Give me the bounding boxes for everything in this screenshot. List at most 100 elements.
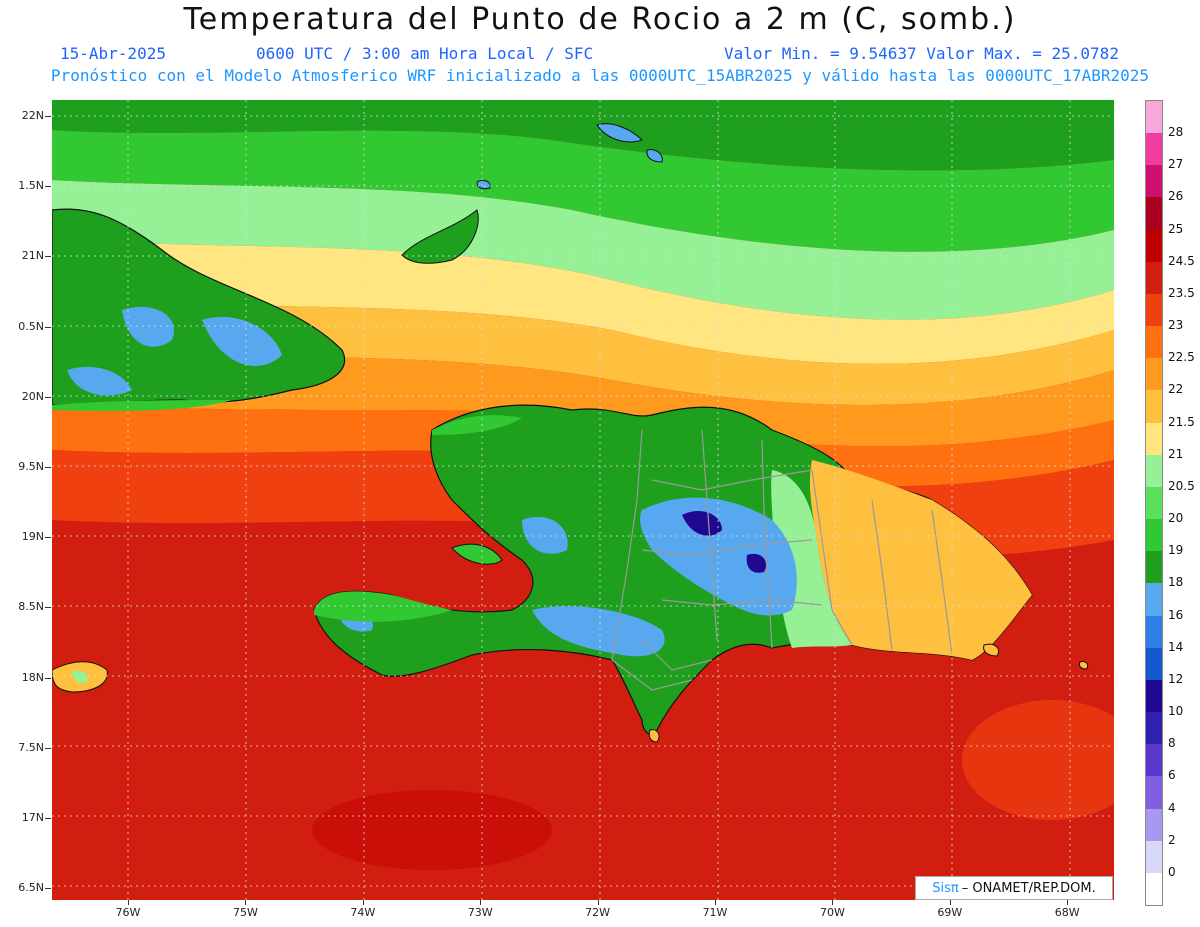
lat-label: 18N: [21, 670, 44, 684]
legend-label: 26: [1168, 189, 1184, 204]
legend-swatch: [1146, 486, 1162, 520]
model-description: Pronóstico con el Modelo Atmosferico WRF…: [50, 66, 1150, 85]
caicos-islands: [596, 123, 643, 143]
cuba-blue-1: [122, 306, 174, 347]
lon-label: 71W: [702, 906, 728, 919]
lon-label: 74W: [350, 906, 376, 919]
legend-label: 22: [1168, 382, 1184, 397]
saona-island: [983, 643, 999, 657]
legend-label: 14: [1168, 639, 1184, 654]
legend-label: 16: [1168, 607, 1184, 622]
lat-tick: [45, 186, 51, 188]
lat-label: 22N: [21, 109, 44, 122]
legend-swatch: [1146, 422, 1162, 456]
haiti-south-blue: [532, 606, 665, 657]
legend-swatch: [1146, 261, 1162, 295]
credit-text: – ONAMET/REP.DOM.: [961, 880, 1096, 896]
mona-island: [1078, 661, 1089, 670]
lat-tick: [45, 467, 51, 468]
legend-swatch: [1146, 519, 1162, 552]
legend-swatch: [1146, 326, 1162, 359]
legend-label: 6: [1168, 768, 1176, 783]
lon-tick: [949, 900, 951, 905]
dr-east-orange: [809, 460, 1032, 660]
lon-label: 76W: [115, 906, 141, 919]
legend-label: 21.5: [1168, 414, 1195, 429]
legend-label: 24.5: [1168, 253, 1195, 268]
legend-swatch: [1146, 712, 1162, 745]
lon-label: 75W: [232, 906, 258, 919]
inagua-island: [401, 209, 479, 264]
legend-label: 19: [1168, 543, 1184, 558]
lon-tick: [832, 900, 834, 905]
band-light-green: [52, 180, 1114, 320]
sea-orange-patch-east: [962, 700, 1114, 820]
lon-tick: [362, 900, 364, 905]
legend-label: 22.5: [1168, 350, 1195, 365]
lat-tick: [45, 256, 51, 258]
legend-swatch: [1146, 197, 1162, 231]
legend-swatch: [1146, 776, 1162, 810]
legend-label: 25: [1168, 221, 1184, 236]
province-borders: [611, 429, 953, 691]
lat-tick: [45, 537, 51, 539]
cuba-blue-3: [67, 366, 132, 396]
beata-island: [648, 729, 660, 743]
legend-swatch: [1146, 744, 1162, 777]
legend-swatch: [1146, 229, 1162, 263]
legend-label: 18: [1168, 575, 1184, 590]
legend-swatch: [1146, 454, 1162, 488]
sea-dark-patch: [312, 790, 552, 870]
legend-swatch: [1146, 647, 1162, 681]
cuba-blue-2: [202, 316, 282, 366]
legend-label: 10: [1168, 704, 1184, 719]
color-legend: [1145, 100, 1163, 906]
lat-label: 1.5N: [18, 179, 44, 193]
legend-label: 23: [1168, 318, 1184, 333]
credit-brand: Sisπ: [932, 880, 959, 896]
cordillera-dark-blue: [682, 510, 722, 536]
band-yellow: [52, 240, 1114, 364]
lon-label: 70W: [819, 906, 845, 919]
legend-label: 23.5: [1168, 285, 1195, 300]
legend-swatch: [1146, 583, 1162, 617]
legend-swatch: [1146, 679, 1162, 713]
turks-island: [646, 149, 663, 163]
lat-label: 9.5N: [18, 460, 44, 473]
legend-label: 8: [1168, 736, 1176, 751]
lat-tick: [45, 396, 51, 398]
legend-label: 0: [1168, 864, 1176, 879]
legend-swatch: [1146, 808, 1162, 842]
mayaguana: [476, 179, 491, 190]
lat-label: 17N: [21, 811, 44, 824]
legend-label: 12: [1168, 671, 1184, 686]
legend-swatch: [1146, 293, 1162, 327]
lat-tick: [45, 607, 51, 609]
lat-label: 21N: [21, 249, 44, 263]
forecast-time: 0600 UTC / 3:00 am Hora Local / SFC: [256, 44, 594, 63]
haiti-north-blue: [522, 516, 568, 554]
jamaica-green: [72, 670, 88, 683]
lat-label: 7.5N: [18, 740, 44, 754]
lat-tick: [45, 747, 51, 749]
cuba-green-coast: [52, 400, 232, 411]
legend-label: 20: [1168, 511, 1184, 526]
min-max-values: Valor Min. = 9.54637 Valor Max. = 25.078…: [724, 44, 1119, 63]
dewpoint-map: [52, 100, 1114, 900]
legend-swatch: [1146, 165, 1162, 198]
gonave-island: [451, 543, 503, 565]
legend-swatch: [1146, 133, 1162, 166]
legend-swatch: [1146, 551, 1162, 584]
dewpoint-field: [52, 100, 1114, 900]
lat-label: 19N: [21, 530, 44, 544]
tiburon-green-coast: [314, 591, 452, 622]
legend-swatch: [1146, 101, 1162, 134]
legend-swatch: [1146, 358, 1162, 391]
lon-tick: [245, 900, 247, 905]
legend-label: 4: [1168, 800, 1176, 815]
lat-tick: [45, 818, 51, 819]
credit-box: Sisπ – ONAMET/REP.DOM.: [915, 876, 1113, 900]
legend-label: 21: [1168, 446, 1184, 461]
band-green: [52, 130, 1114, 252]
lat-label: 8.5N: [18, 600, 44, 614]
